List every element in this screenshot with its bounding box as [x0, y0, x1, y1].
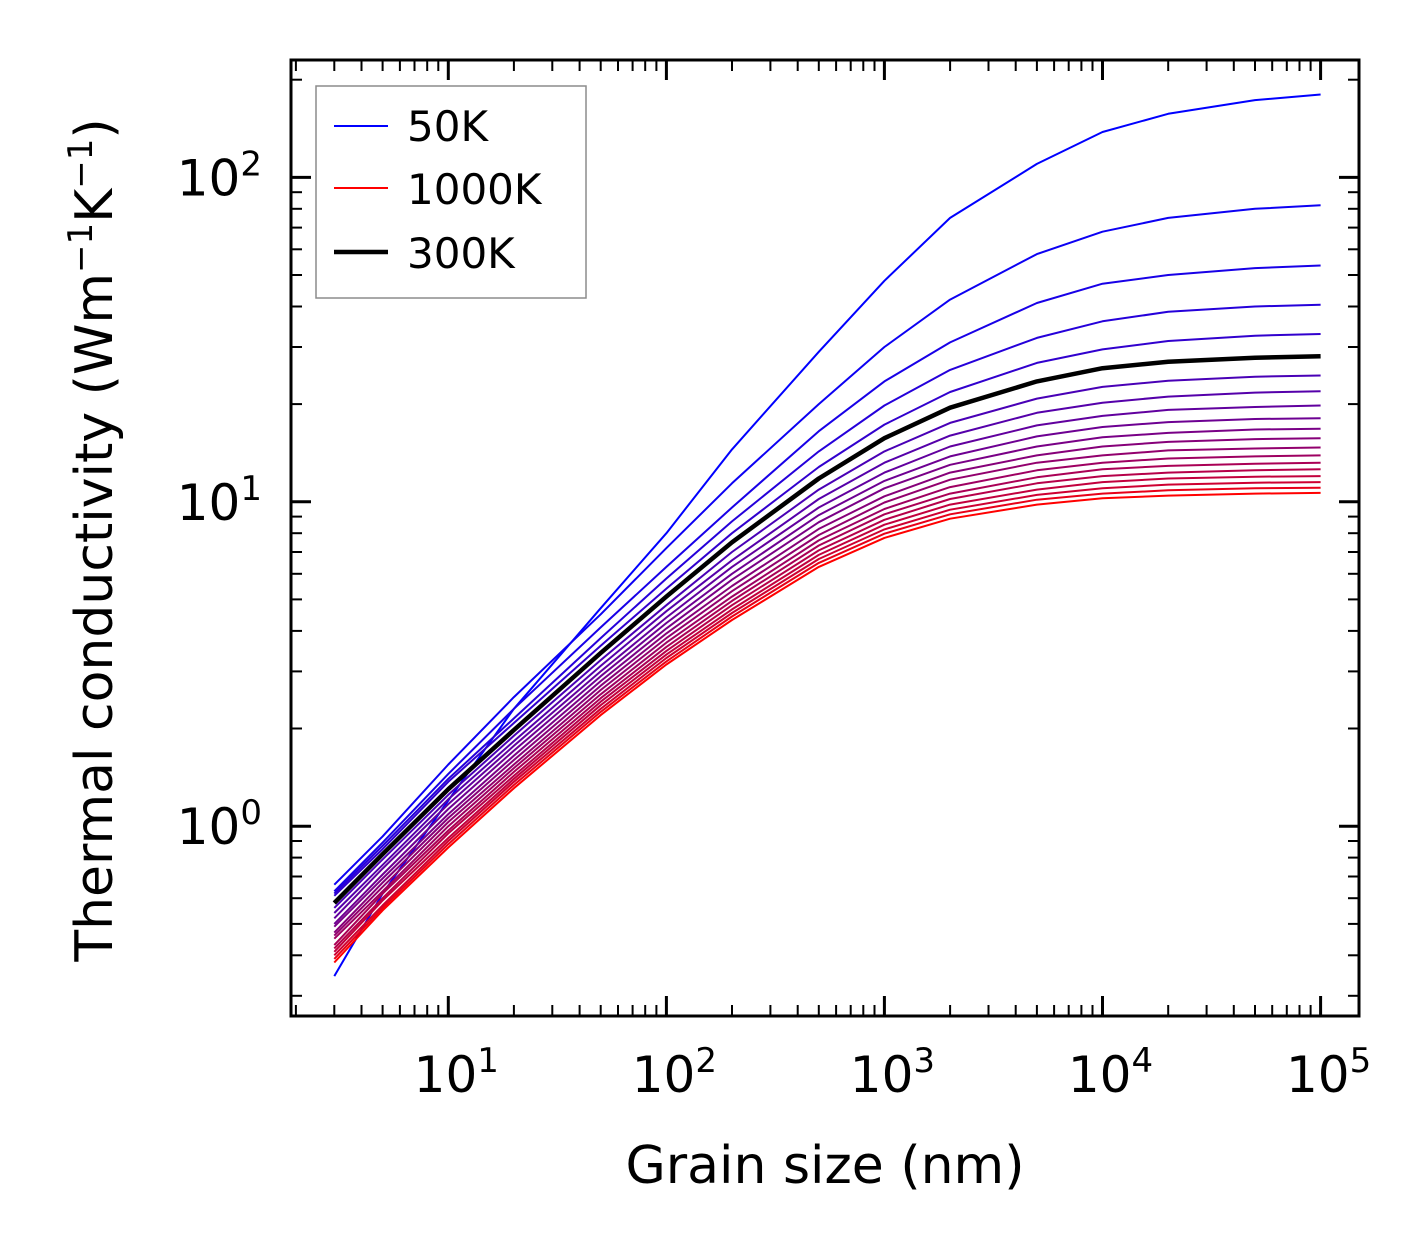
x-tick-label-2: 102: [632, 1041, 717, 1104]
x-tick-label-3-base: 10: [850, 1046, 914, 1104]
y-axis-title-mid: K: [65, 187, 125, 223]
legend-label-1000k: 1000K: [407, 165, 543, 214]
series-line-450k: [333, 404, 1321, 919]
y-axis-title: Thermal conductivity (Wm−1K−1): [61, 118, 125, 962]
x-tick-label-1-exp: 1: [477, 1041, 499, 1081]
x-tick-label-4: 104: [1068, 1041, 1153, 1104]
series-line-400k: [333, 390, 1321, 914]
series-line-650k: [333, 446, 1321, 937]
x-tick-label-2-base: 10: [632, 1046, 696, 1104]
x-tick-label-2-exp: 2: [695, 1041, 717, 1081]
y-axis-title-suffix: ): [65, 118, 125, 138]
x-tick-label-4-exp: 4: [1132, 1041, 1154, 1081]
plot-frame: [289, 58, 1361, 1018]
series-line-900k: [333, 481, 1321, 956]
x-tick-label-5-base: 10: [1286, 1046, 1350, 1104]
legend-box: [315, 85, 587, 299]
series-line-1000k: [333, 491, 1321, 964]
series-line-750k: [333, 461, 1321, 946]
y-tick-label-2: 102: [177, 144, 262, 207]
series-line-150k: [333, 264, 1321, 893]
y-tick-label-1-exp: 1: [240, 469, 262, 509]
series-line-800k: [333, 468, 1321, 950]
y-axis-title-sup2: −1: [61, 139, 101, 189]
series-line-500k: [333, 417, 1321, 925]
legend-label-300k: 300K: [407, 229, 516, 278]
y-tick-label-2-base: 10: [177, 149, 241, 207]
series-line-850k: [333, 475, 1321, 953]
x-tick-label-5: 105: [1286, 1041, 1371, 1104]
y-tick-label-0: 100: [177, 793, 262, 856]
x-tick-label-5-exp: 5: [1350, 1041, 1372, 1081]
series-line-300k: [332, 353, 1321, 905]
series-line-600k: [333, 437, 1321, 934]
legend: 50K 1000K 300K: [315, 85, 587, 299]
legend-label-50k: 50K: [407, 102, 489, 151]
x-tick-label-3-exp: 3: [913, 1041, 935, 1081]
series-line-350k: [333, 374, 1321, 909]
y-tick-label-2-exp: 2: [240, 144, 262, 184]
x-tick-label-1: 101: [414, 1041, 499, 1104]
y-tick-label-1-base: 10: [177, 474, 241, 532]
plot-lines: [332, 93, 1321, 977]
y-tick-label-1: 101: [177, 469, 262, 532]
x-tick-label-3: 103: [850, 1041, 935, 1104]
y-tick-label-0-exp: 0: [240, 793, 262, 833]
series-line-700k: [333, 454, 1321, 940]
series-line-200k: [333, 303, 1321, 895]
series-line-550k: [333, 427, 1321, 928]
series-line-100k: [333, 204, 1321, 886]
series-line-250k: [333, 333, 1321, 897]
y-tick-label-0-base: 10: [177, 798, 241, 856]
y-axis-title-sup1: −1: [61, 223, 101, 273]
x-tick-label-4-base: 10: [1068, 1046, 1132, 1104]
axis-ticks: [291, 60, 1359, 1016]
x-tick-label-1-base: 10: [414, 1046, 478, 1104]
series-line-950k: [333, 486, 1321, 960]
y-axis-title-prefix: Thermal conductivity (Wm: [65, 273, 125, 963]
x-axis-title: Grain size (nm): [625, 1136, 1024, 1196]
